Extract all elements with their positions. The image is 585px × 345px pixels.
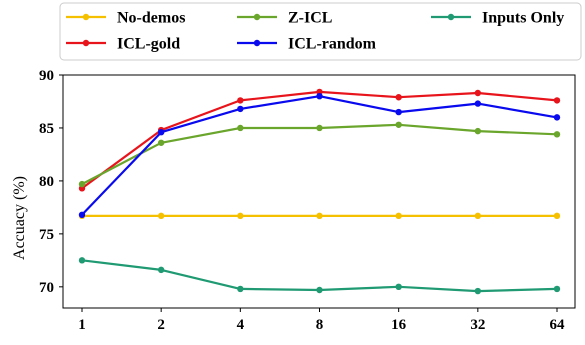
data-point: [316, 124, 323, 132]
x-tick-label: 64: [550, 317, 566, 333]
x-tick-label: 2: [157, 317, 165, 333]
data-point: [157, 139, 165, 146]
data-point: [78, 211, 86, 218]
legend-label: No-demos: [117, 10, 185, 27]
legend-swatch-marker: [82, 39, 90, 47]
data-point: [237, 97, 244, 104]
y-axis-label: Accuacy (%): [11, 176, 28, 260]
legend-label: ICL-random: [288, 36, 377, 53]
data-point: [474, 287, 482, 295]
data-point: [78, 257, 86, 264]
data-point: [553, 114, 561, 121]
legend-swatch-marker: [253, 39, 261, 47]
axes: 70 75 80 85 90 1 2 4 8 16 32 64: [39, 68, 576, 333]
y-tick-label: 70: [39, 280, 54, 296]
data-point: [553, 285, 561, 293]
y-tick-label: 85: [39, 121, 54, 137]
y-tick-label: 90: [39, 68, 54, 84]
data-point: [78, 180, 86, 188]
data-point: [316, 286, 323, 294]
legend-label: Z-ICL: [288, 10, 332, 27]
data-point: [157, 266, 165, 274]
data-point: [316, 92, 323, 100]
series-z-icl: [78, 121, 561, 188]
x-tick-label: 1: [78, 317, 86, 333]
data-point: [474, 127, 482, 135]
data-point: [395, 212, 402, 220]
data-point: [474, 212, 482, 220]
series-icl-gold: [78, 88, 561, 192]
data-point: [395, 108, 402, 116]
legend-swatch-marker: [447, 13, 455, 21]
series-icl-random: [78, 92, 561, 218]
series-inputs-only: [78, 257, 561, 295]
data-point: [553, 97, 561, 104]
data-point: [395, 94, 402, 101]
legend: No-demos ICL-gold Z-ICL ICL-random Inputs On…: [59, 2, 582, 61]
x-tick-label: 32: [470, 317, 485, 333]
data-point: [237, 285, 244, 293]
data-point: [395, 283, 402, 291]
y-tick-label: 75: [39, 227, 54, 243]
series-line: [81, 95, 558, 216]
data-point: [316, 212, 323, 220]
data-point: [474, 100, 482, 107]
data-point: [157, 212, 165, 220]
y-tick-label: 80: [39, 174, 54, 190]
series-line: [81, 123, 558, 186]
x-tick-label: 16: [391, 317, 407, 333]
data-point: [553, 212, 561, 220]
data-point: [237, 212, 244, 220]
series-line: [81, 259, 558, 293]
data-point: [553, 131, 561, 138]
legend-swatch-marker: [253, 13, 261, 21]
data-point: [395, 121, 402, 128]
plot-area: [78, 88, 561, 295]
x-tick-label: 4: [237, 317, 245, 333]
x-tick-label: 8: [316, 317, 324, 333]
data-point: [237, 105, 244, 113]
data-point: [157, 128, 165, 136]
series-no-demos: [78, 212, 561, 220]
data-point: [237, 124, 244, 132]
data-point: [474, 89, 482, 97]
legend-swatch-marker: [82, 13, 90, 21]
plot-frame: [62, 74, 576, 309]
legend-label: Inputs Only: [482, 10, 564, 27]
legend-label: ICL-gold: [117, 36, 180, 53]
